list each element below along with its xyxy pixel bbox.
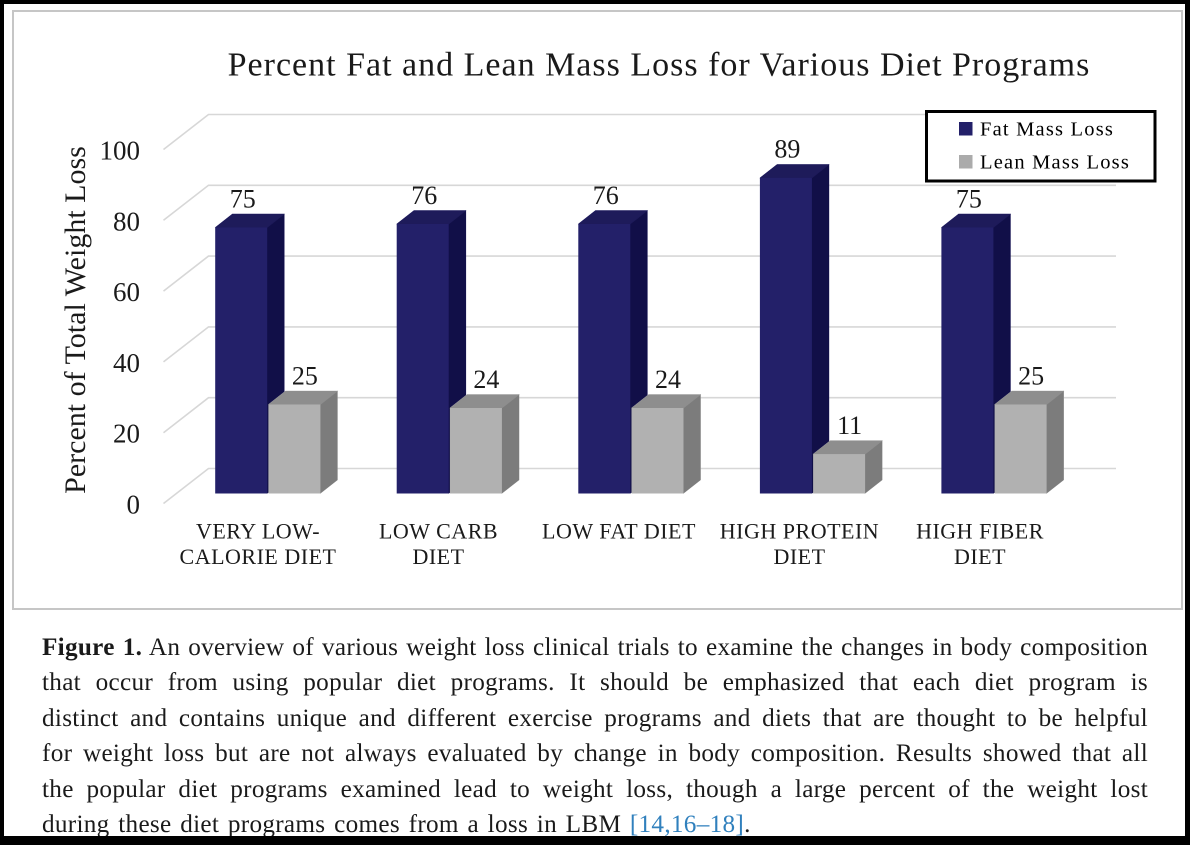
svg-text:75: 75: [230, 184, 256, 213]
svg-text:24: 24: [655, 365, 681, 394]
svg-text:HIGH FIBER: HIGH FIBER: [916, 519, 1044, 544]
svg-text:0: 0: [127, 490, 141, 520]
svg-text:76: 76: [593, 181, 619, 210]
svg-text:Lean Mass Loss: Lean Mass Loss: [980, 151, 1130, 173]
svg-text:40: 40: [113, 348, 140, 378]
svg-text:100: 100: [100, 136, 141, 166]
svg-text:CALORIE DIET: CALORIE DIET: [180, 544, 337, 569]
svg-text:76: 76: [411, 181, 437, 210]
svg-text:11: 11: [837, 411, 862, 440]
svg-text:89: 89: [774, 135, 800, 164]
svg-text:60: 60: [113, 277, 140, 307]
svg-text:Fat Mass Loss: Fat Mass Loss: [980, 119, 1114, 141]
svg-text:Percent Fat and Lean Mass Loss: Percent Fat and Lean Mass Loss for Vario…: [228, 47, 1091, 84]
svg-text:Percent of Total Weight Loss: Percent of Total Weight Loss: [59, 146, 92, 494]
svg-text:25: 25: [1018, 361, 1044, 390]
svg-text:VERY LOW-: VERY LOW-: [196, 519, 320, 544]
svg-text:DIET: DIET: [954, 544, 1006, 569]
svg-text:DIET: DIET: [773, 544, 825, 569]
svg-text:20: 20: [113, 419, 140, 449]
svg-text:75: 75: [956, 184, 982, 213]
svg-text:80: 80: [113, 206, 140, 236]
svg-text:24: 24: [473, 365, 499, 394]
svg-text:25: 25: [292, 361, 318, 390]
svg-text:LOW FAT DIET: LOW FAT DIET: [542, 519, 696, 544]
svg-text:HIGH PROTEIN: HIGH PROTEIN: [720, 519, 879, 544]
svg-text:DIET: DIET: [412, 544, 464, 569]
svg-text:LOW CARB: LOW CARB: [379, 519, 498, 544]
